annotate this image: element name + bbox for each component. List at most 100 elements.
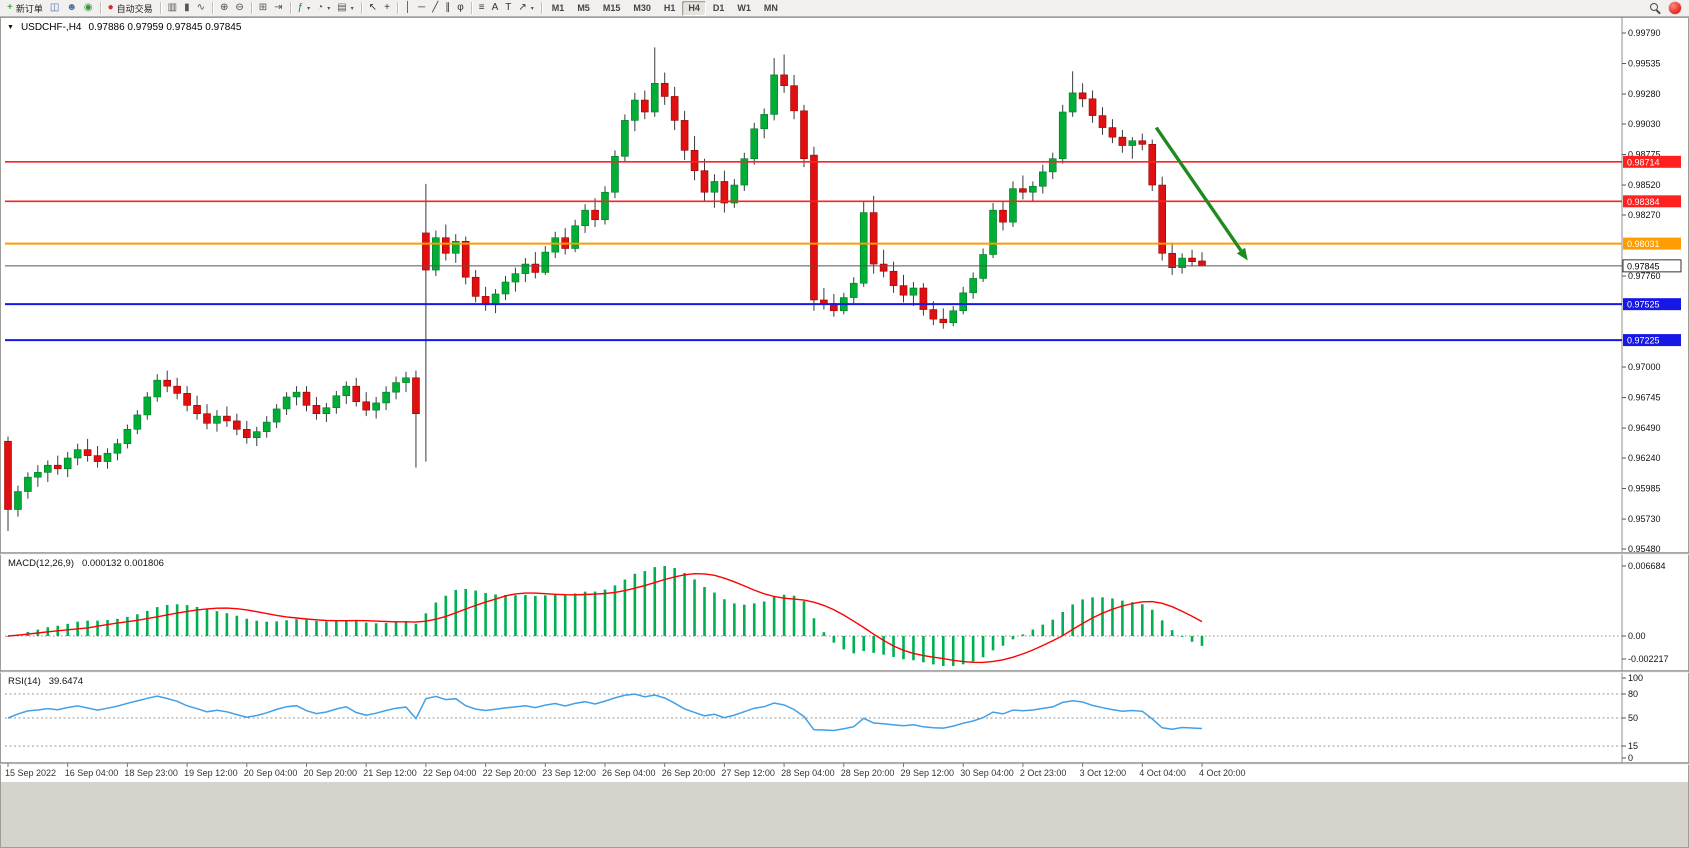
toolbar-separator [289,2,291,14]
svg-text:28 Sep 20:00: 28 Sep 20:00 [841,768,895,778]
tile-windows-button[interactable]: ⊞ [256,1,270,16]
trendline-button[interactable]: ╱ [429,1,441,16]
market-watch-button[interactable]: ◫ [47,1,62,16]
svg-text:3 Oct 12:00: 3 Oct 12:00 [1080,768,1127,778]
toolbar-separator [360,2,362,14]
price-badge [1623,195,1681,208]
navigator-button[interactable]: ☻ [63,1,80,16]
vertical-line-button[interactable]: │ [402,1,414,16]
timeframe-m1-button-label: M1 [551,3,565,13]
svg-text:27 Sep 12:00: 27 Sep 12:00 [721,768,775,778]
arrow-objects-icon: ↗ [518,2,527,13]
zoom-out-button[interactable]: ⊖ [232,1,246,16]
community-icon[interactable] [1669,2,1681,14]
template-icon: ▤ [337,2,347,13]
crosshair-icon: + [384,2,390,13]
indicators-button[interactable]: ƒ ▾ [295,1,314,16]
line-chart-icon: ∿ [196,2,205,13]
svg-text:0.95480: 0.95480 [1628,544,1661,554]
search-icon[interactable] [1650,2,1661,14]
collapse-arrow-icon[interactable]: ▼ [7,24,14,31]
timeframe-m5-button[interactable]: M5 [571,1,596,16]
timeframe-m15-button-label: M15 [602,3,621,13]
svg-text:0.99030: 0.99030 [1628,119,1661,129]
horizontal-line-button[interactable]: ─ [415,1,428,16]
arrows-button[interactable]: ↗ ▾ [515,1,536,16]
toolbar-separator [99,2,101,14]
fibonacci-button[interactable]: φ [454,1,466,16]
chart-shift-button[interactable]: ⇥ [271,1,285,16]
svg-text:26 Sep 20:00: 26 Sep 20:00 [662,768,716,778]
svg-text:50: 50 [1628,713,1638,723]
svg-text:4 Oct 20:00: 4 Oct 20:00 [1199,768,1246,778]
cursor-icon: ↖ [368,2,378,13]
svg-text:23 Sep 12:00: 23 Sep 12:00 [542,768,596,778]
timeframe-w1-button-label: W1 [737,3,751,13]
terminal-button[interactable]: ◉ [81,1,96,16]
candlestick-chart-button[interactable]: ▮ [181,1,193,16]
timeframe-m1-button[interactable]: M1 [546,1,571,16]
macd-signal-line [7,572,1203,664]
price-axis[interactable]: 0.99790 0.99535 0.99280 0.99030 0.98775 0.985… [1622,28,1661,554]
terminal-icon: ◉ [83,2,93,13]
text-label-button[interactable]: T [502,1,514,16]
timeframe-h4-button-label: H4 [688,3,700,13]
objects-button[interactable]: ≡ [476,1,488,16]
timeframe-d1-button[interactable]: D1 [707,1,731,16]
new-order-button[interactable]: + 新订单 [4,1,46,16]
ohlc-label: 0.97886 0.97959 0.97845 0.97845 [88,22,242,33]
price-badge [1623,298,1681,311]
timeframe-h4-button[interactable]: H4 [682,0,706,16]
svg-text:20 Sep 20:00: 20 Sep 20:00 [304,768,358,778]
macd-histogram [6,566,1204,666]
rsi-line [7,693,1203,732]
price-badge [1623,334,1681,347]
svg-text:0.99790: 0.99790 [1628,28,1661,38]
svg-text:0.97525: 0.97525 [1627,300,1660,310]
svg-text:29 Sep 12:00: 29 Sep 12:00 [901,768,955,778]
channel-button[interactable]: ∥ [442,1,453,16]
svg-text:22 Sep 20:00: 22 Sep 20:00 [483,768,537,778]
svg-text:0.95985: 0.95985 [1628,484,1661,494]
toolbar: + 新订单 ◫ ☻ ◉ ● 自动交易 ▥ ▮ ∿ ⊕ ⊖ ⊞ ⇥ ƒ ▾ ◔ ▾ ▤ ▾ ↖ + │ ─ ╱ ∥ φ ≡ A T ↗ ▾ M1 M… [0,0,1689,17]
svg-text:0.95730: 0.95730 [1628,514,1661,524]
timeframe-h1-button[interactable]: H1 [658,1,682,16]
timeframe-mn-button-label: MN [763,3,778,13]
svg-text:28 Sep 04:00: 28 Sep 04:00 [781,768,835,778]
dropdown-arrow-icon: ▾ [350,5,354,12]
trend-arrow[interactable] [1154,126,1248,261]
zoom-out-icon: ⊖ [235,2,244,13]
svg-text:22 Sep 04:00: 22 Sep 04:00 [423,768,477,778]
time-axis[interactable]: 15 Sep 2022 16 Sep 04:00 18 Sep 23:00 19 Se… [5,763,1246,778]
autotrading-button[interactable]: ● 自动交易 [105,1,156,16]
periods-button[interactable]: ◔ ▾ [314,1,333,16]
shapes-icon: ≡ [478,2,485,13]
svg-text:0.98775: 0.98775 [1628,150,1661,160]
svg-text:0.98270: 0.98270 [1628,210,1661,220]
symbol-period-label: USDCHF-,H4 [20,22,82,33]
svg-text:0.97845: 0.97845 [1627,261,1660,271]
rsi-panel-label: RSI(14) 39.6474 [8,676,83,687]
bar-chart-button[interactable]: ▥ [165,1,180,16]
svg-text:0.98031: 0.98031 [1627,239,1660,249]
svg-text:-0.002217: -0.002217 [1628,654,1669,664]
fibonacci-icon: φ [457,2,464,13]
line-chart-button[interactable]: ∿ [194,1,208,16]
svg-text:20 Sep 04:00: 20 Sep 04:00 [244,768,298,778]
svg-text:2 Oct 23:00: 2 Oct 23:00 [1020,768,1067,778]
crosshair-button[interactable]: + [381,1,393,16]
macd-panel-label: MACD(12,26,9) 0.000132 0.001806 [8,558,164,569]
timeframe-mn-button[interactable]: MN [758,1,784,16]
toolbar-separator [159,2,161,14]
cursor-button[interactable]: ↖ [366,1,380,16]
timeframe-m15-button[interactable]: M15 [597,1,627,16]
quote-line: ▼ USDCHF-,H4 0.97886 0.97959 0.97845 0.9… [7,22,241,33]
timeframe-m30-button[interactable]: M30 [627,1,657,16]
macd-title: MACD(12,26,9) [8,558,74,569]
zoom-in-button[interactable]: ⊕ [217,1,231,16]
timeframe-w1-button[interactable]: W1 [731,1,757,16]
text-button[interactable]: A [489,1,502,16]
templates-button[interactable]: ▤ ▾ [334,1,356,16]
timeframe-h1-button-label: H1 [663,3,676,13]
